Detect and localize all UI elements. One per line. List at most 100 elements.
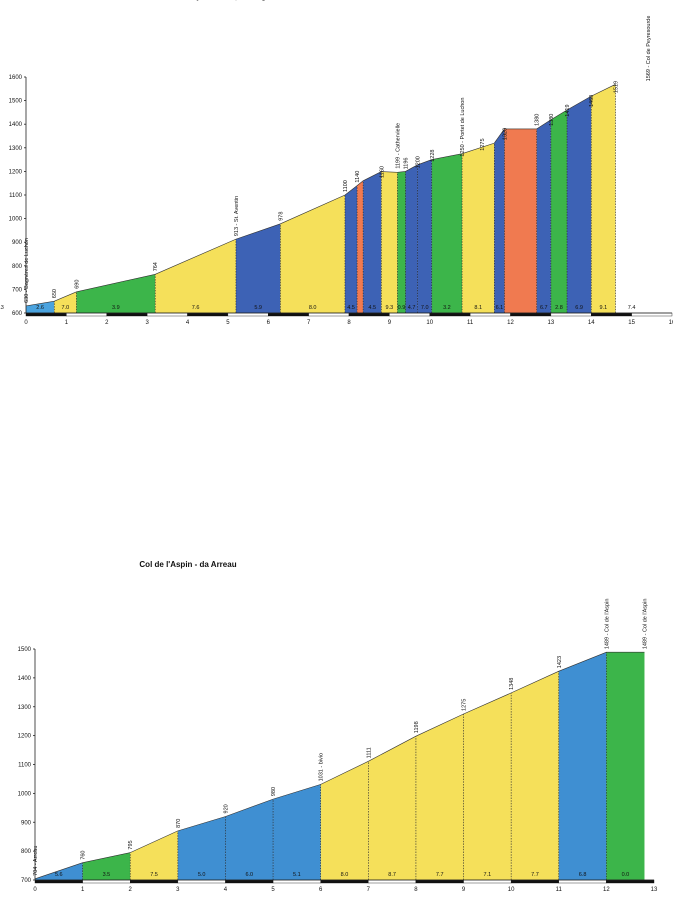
segment-area — [235, 223, 281, 313]
elevation-label: 1275 — [480, 138, 486, 150]
x-tick-label: 4 — [224, 887, 228, 893]
segment-area — [82, 852, 131, 880]
chart-2: Col de l'Aspin - da Arreau 5.6 3.5 7.5 5.0 6.… — [18, 560, 658, 893]
x-tick-label: 13 — [651, 887, 658, 893]
km-bar-segment — [227, 312, 269, 317]
y-tick-label: 700 — [12, 287, 23, 293]
km-bar-segment — [550, 312, 592, 317]
km-bar-segment — [187, 312, 229, 317]
chart-title: Col de Peyresourde, da Bagneres de Lucho… — [160, 0, 330, 1]
grade-label: 6.8 — [579, 872, 587, 878]
elevation-label: 650 — [52, 289, 58, 298]
grade-label: 6.0 — [245, 872, 253, 878]
x-tick-label: 11 — [467, 320, 474, 326]
grade-label: 4.5 — [347, 305, 355, 311]
chart-title: Col de l'Aspin - da Arreau — [139, 560, 236, 569]
km-bar-segment — [429, 312, 471, 317]
elevation-label: 980 — [271, 787, 277, 796]
grade-label: 8.1 — [474, 305, 482, 311]
y-tick-label: 1000 — [9, 217, 23, 223]
x-tick-label: 2 — [129, 887, 133, 893]
elevation-label: 1569 - Col de Peyresourde — [646, 16, 652, 82]
x-tick-label: 8 — [347, 320, 351, 326]
grade-label: 8.7 — [388, 872, 396, 878]
elevation-label: 1198 — [414, 721, 420, 733]
segment-area — [344, 185, 358, 313]
km-bar-segment — [130, 879, 179, 884]
km-bar-segment — [510, 879, 559, 884]
elevation-label: 630 - Bagnères de Luchon — [24, 238, 30, 303]
y-tick-label: 1500 — [18, 647, 32, 653]
grade-label: 4.5 — [368, 305, 376, 311]
km-bar-segment — [389, 312, 430, 317]
profile-line — [25, 84, 616, 307]
km-bar-segment — [348, 312, 390, 317]
elevation-label: 1489 - Col de l'Aspin — [642, 599, 648, 650]
x-tick-label: 12 — [507, 320, 514, 326]
grade-label: 2.8 — [555, 305, 563, 311]
elevation-label: 795 — [128, 840, 134, 849]
km-bar-segment — [463, 879, 512, 884]
grade-label: 5.9 — [254, 305, 262, 311]
grade-label: 0.0 — [622, 872, 630, 878]
segment-area — [462, 143, 495, 313]
segment-area — [431, 153, 463, 313]
x-tick-label: 4 — [186, 320, 190, 326]
elevation-label: 760 — [81, 850, 87, 859]
km-bar-segment — [606, 879, 655, 884]
segment-area — [463, 692, 512, 880]
segment-area — [567, 96, 592, 313]
x-tick-label: 7 — [307, 320, 311, 326]
grade-label: 7.6 — [192, 305, 200, 311]
elevation-label: 1228 — [430, 150, 436, 162]
elevation-label: 690 — [74, 280, 80, 289]
grade-label: 6.7 — [540, 305, 548, 311]
segment-area — [415, 713, 464, 880]
km-bar-segment — [25, 312, 67, 317]
grade-label: 5.6 — [55, 872, 63, 878]
km-bar-segment — [82, 879, 131, 884]
km-bar-segment — [146, 312, 188, 317]
km-bar-segment — [34, 879, 83, 884]
x-tick-label: 1 — [81, 887, 85, 893]
segment-area — [225, 799, 274, 880]
grade-label: 0.9 — [398, 305, 406, 311]
y-tick-label: 1400 — [9, 122, 23, 128]
x-tick-label: 7 — [367, 887, 371, 893]
elevation-label: 1348 — [509, 678, 515, 690]
y-tick-label: 700 — [21, 878, 32, 884]
y-tick-label: 1000 — [18, 791, 32, 797]
elevation-label: 1380 — [535, 114, 541, 126]
elevation-label: 764 — [153, 262, 159, 271]
y-tick-label: 1500 — [9, 99, 23, 105]
grade-label: 7.4 — [628, 305, 636, 311]
y-tick-label: 1200 — [18, 734, 32, 740]
elevation-label: 870 — [176, 819, 182, 828]
y-tick-label: 900 — [12, 240, 23, 246]
grade-label: 8.0 — [341, 872, 349, 878]
grade-label: 5.1 — [293, 872, 301, 878]
elevation-label: 1460 — [589, 95, 595, 107]
elevation-label: 1275 — [462, 699, 468, 711]
y-tick-label: 800 — [21, 849, 32, 855]
x-tick-label: 8 — [414, 887, 418, 893]
segment-area — [320, 761, 369, 880]
grade-label: 8.3 — [0, 305, 4, 311]
grade-label: 7.7 — [531, 872, 539, 878]
grade-label: 7.1 — [484, 872, 492, 878]
segment-area — [397, 171, 406, 313]
grade-label: 3.5 — [103, 872, 111, 878]
x-tick-label: 14 — [588, 320, 595, 326]
grade-label: 7.7 — [436, 872, 444, 878]
elevation-label: 1489 - Col de l'Aspin — [604, 599, 610, 650]
grade-label: 3.9 — [112, 305, 120, 311]
segment-area — [177, 816, 226, 880]
km-bar-segment — [591, 312, 632, 317]
segment-area — [536, 119, 551, 313]
x-tick-label: 1 — [65, 320, 69, 326]
x-tick-label: 10 — [508, 887, 515, 893]
elevation-label: 1519 — [613, 81, 619, 93]
grade-label: 9.1 — [600, 305, 608, 311]
km-bar-segment — [225, 879, 274, 884]
